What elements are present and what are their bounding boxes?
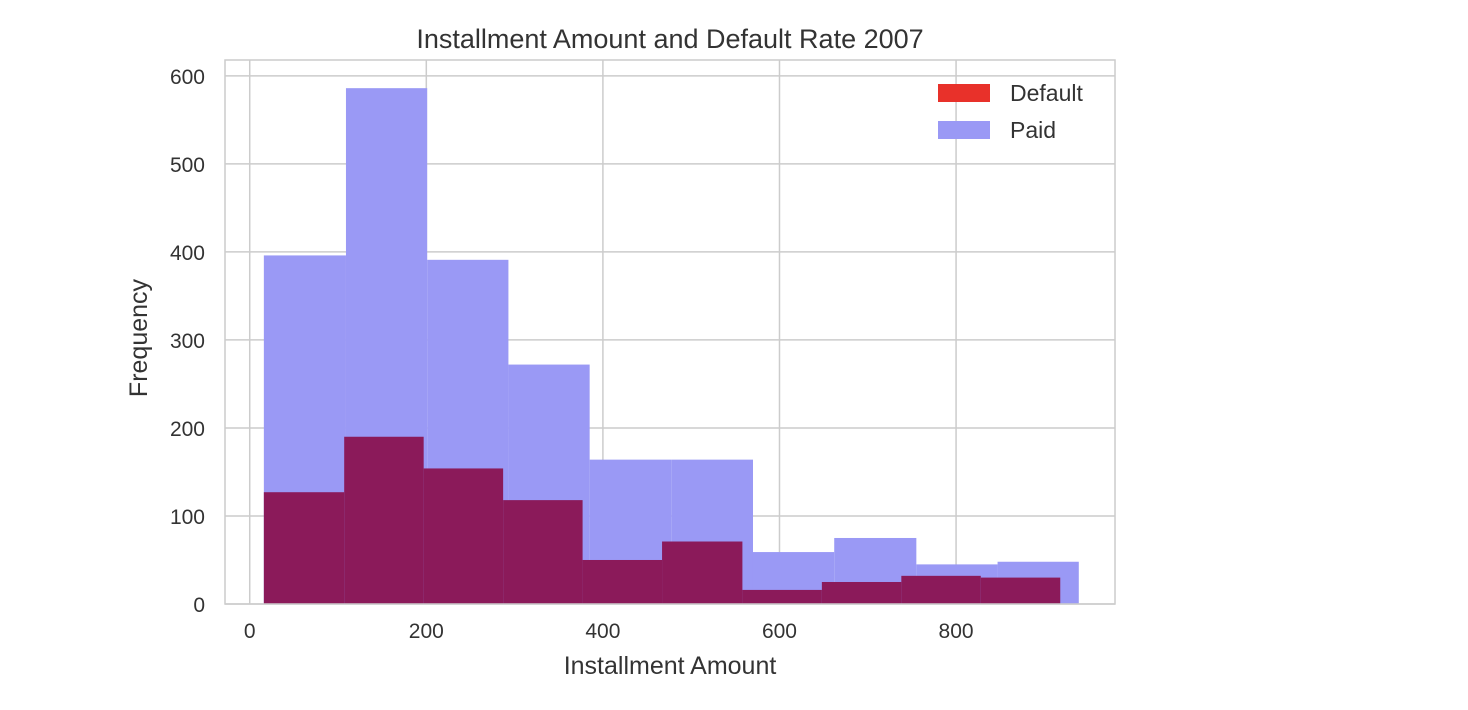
- default-bar: [662, 541, 743, 604]
- x-tick-label: 400: [585, 620, 620, 643]
- default-bar: [901, 575, 981, 604]
- paid-legend-swatch: [938, 121, 990, 139]
- y-tick-label: 0: [193, 594, 205, 617]
- default-bar: [263, 492, 345, 604]
- x-tick-label: 200: [409, 620, 444, 643]
- plot-frame: [224, 59, 1116, 605]
- y-tick-label: 600: [170, 66, 205, 89]
- default-bar: [503, 500, 583, 604]
- y-axis-label: Frequency: [125, 278, 153, 397]
- default-bars: [263, 436, 1061, 604]
- x-axis-label: Installment Amount: [564, 652, 777, 680]
- x-tick-label: 800: [939, 620, 974, 643]
- y-tick-label: 300: [170, 330, 205, 353]
- y-tick-label: 400: [170, 242, 205, 265]
- legend: Default Paid: [938, 80, 1083, 143]
- default-bar: [423, 468, 504, 604]
- x-tick-label: 600: [762, 620, 797, 643]
- default-bar: [980, 577, 1061, 604]
- x-tick-label: 0: [244, 620, 256, 643]
- y-tick-label: 500: [170, 154, 205, 177]
- y-tick-label: 200: [170, 418, 205, 441]
- default-bar: [821, 581, 902, 604]
- default-bar: [742, 589, 822, 604]
- default-bar: [344, 436, 424, 604]
- y-axis-ticks: 0 100 200 300 400 500 600: [170, 66, 205, 617]
- chart-title: Installment Amount and Default Rate 2007: [416, 24, 923, 54]
- default-bar: [582, 559, 663, 604]
- paid-legend-label: Paid: [1010, 117, 1056, 143]
- default-legend-swatch: [938, 84, 990, 102]
- default-legend-label: Default: [1010, 80, 1083, 106]
- y-tick-label: 100: [170, 506, 205, 529]
- x-axis-ticks: 0 200 400 600 800: [244, 620, 974, 643]
